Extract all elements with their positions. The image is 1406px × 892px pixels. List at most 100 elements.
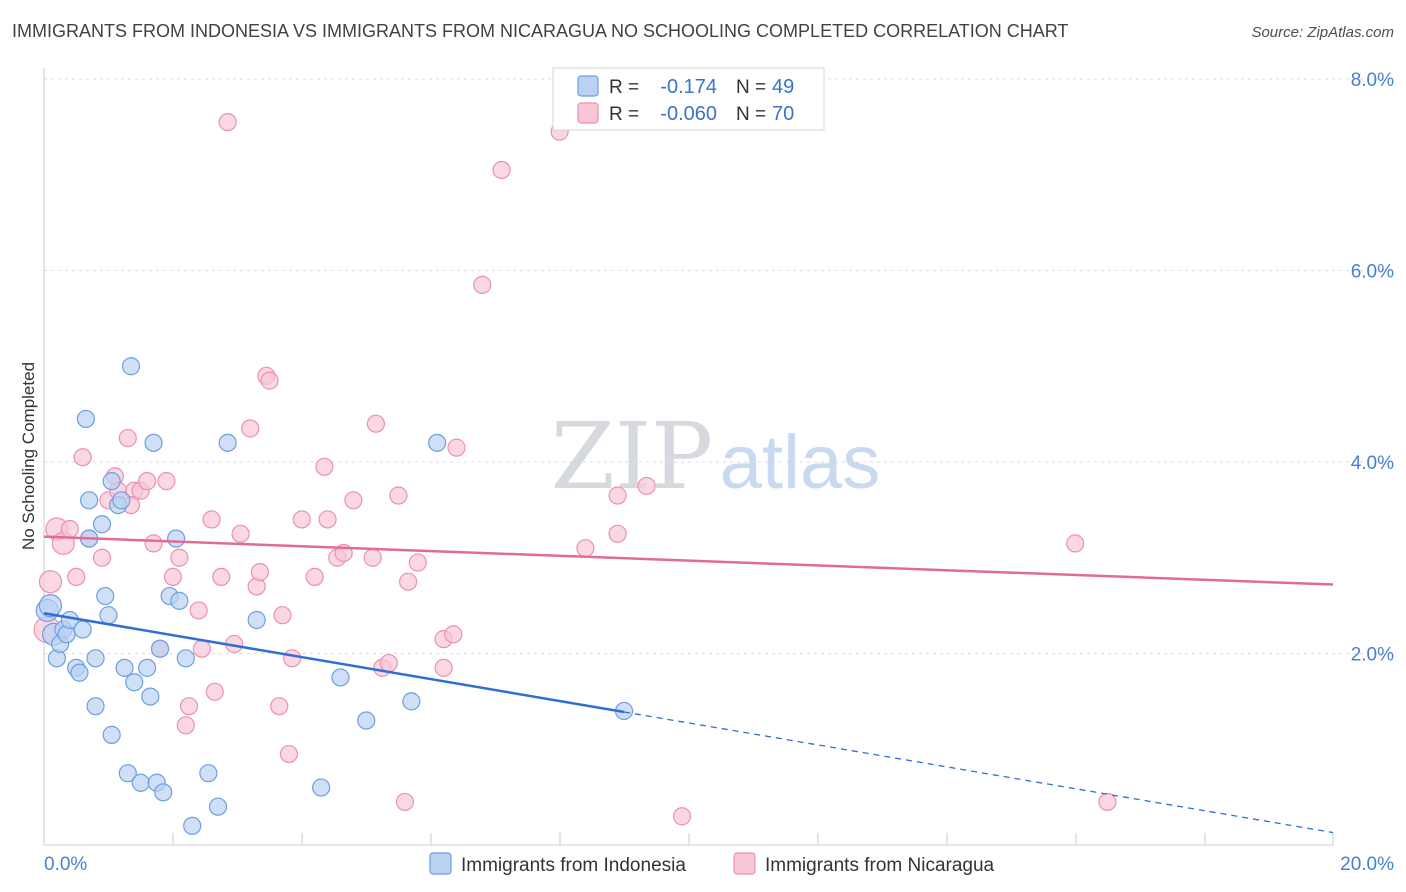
nicaragua-point — [608, 486, 627, 505]
nicaragua-point — [189, 601, 208, 620]
nicaragua-point — [315, 457, 334, 476]
indonesia-point — [125, 673, 144, 692]
indonesia-point — [73, 620, 92, 639]
y-axis-label: No Schooling Completed — [19, 362, 38, 550]
x-tick-label-min: 0.0% — [44, 854, 87, 875]
indonesia-point — [121, 357, 141, 376]
indonesia-point — [167, 529, 186, 548]
indonesia-point — [183, 816, 202, 835]
nicaragua-point — [318, 510, 337, 529]
nicaragua-point — [273, 606, 292, 625]
legend-swatch-indonesia — [577, 75, 599, 97]
indonesia-point — [154, 783, 173, 802]
x-tick-label-max: 20.0% — [1340, 854, 1394, 875]
indonesia-point — [208, 797, 228, 816]
indonesia-point — [312, 778, 331, 797]
indonesia-point — [102, 725, 121, 744]
y-tick-label-4: 4.0% — [1351, 453, 1394, 474]
watermark-zip: ZIP — [551, 403, 713, 510]
legend-r-value-1: -0.174 — [660, 76, 717, 98]
nicaragua-point — [231, 524, 250, 543]
nicaragua-point — [283, 649, 302, 668]
nicaragua-point — [395, 792, 415, 812]
nicaragua-point — [399, 572, 418, 591]
indonesia-trend-line — [43, 612, 625, 714]
indonesia-point — [76, 409, 95, 429]
nicaragua-point — [138, 472, 157, 491]
nicaragua-point — [305, 567, 324, 587]
nicaragua-trend-line — [43, 535, 1334, 586]
chart-title: IMMIGRANTS FROM INDONESIA VS IMMIGRANTS … — [12, 21, 1069, 41]
y-tick-label-8: 8.0% — [1351, 70, 1394, 91]
indonesia-point — [331, 668, 350, 687]
nicaragua-point — [434, 658, 453, 677]
correlation-legend: R = -0.174 N = 49 R = -0.060 N = 70 — [552, 67, 825, 131]
y-tick-labels: 2.0% 4.0% 6.0% 8.0% — [1351, 70, 1394, 666]
nicaragua-point — [144, 534, 163, 553]
nicaragua-point — [60, 519, 79, 539]
x-ticks — [172, 833, 1334, 845]
nicaragua-point — [218, 112, 237, 132]
nicaragua-point — [366, 414, 386, 433]
legend-swatch-nicaragua — [577, 102, 599, 124]
gridlines — [44, 78, 1393, 654]
nicaragua-point — [608, 524, 627, 543]
x-tick-labels: 0.0% 20.0% — [44, 854, 1394, 875]
nicaragua-point — [363, 548, 382, 567]
legend-n-label-2: N = — [736, 104, 766, 125]
indonesia-point — [92, 515, 112, 534]
nicaragua-point — [447, 438, 466, 457]
series-nicaragua-points — [33, 112, 1117, 826]
indonesia-point — [86, 697, 105, 716]
nicaragua-point — [1066, 534, 1085, 553]
indonesia-point — [176, 649, 195, 668]
indonesia-point — [70, 663, 89, 682]
y-tick-label-6: 6.0% — [1351, 262, 1394, 283]
nicaragua-point — [212, 567, 231, 587]
nicaragua-point — [1098, 792, 1117, 812]
indonesia-point — [138, 658, 157, 677]
nicaragua-point — [67, 567, 86, 587]
indonesia-point — [131, 773, 150, 792]
nicaragua-point — [118, 428, 137, 448]
watermark: ZIP atlas — [551, 403, 880, 510]
bottom-legend-swatch-indonesia — [429, 852, 452, 875]
indonesia-point — [218, 433, 237, 452]
nicaragua-point — [637, 476, 656, 496]
nicaragua-point — [176, 716, 195, 735]
nicaragua-point — [92, 548, 112, 567]
legend-r-label-2: R = — [609, 104, 639, 125]
nicaragua-point — [344, 491, 363, 510]
legend-r-value-2: -0.060 — [660, 103, 717, 125]
nicaragua-point — [473, 275, 492, 294]
indonesia-point — [99, 606, 118, 625]
nicaragua-point — [192, 639, 212, 658]
nicaragua-point — [576, 539, 595, 558]
nicaragua-point — [279, 744, 299, 764]
nicaragua-point — [444, 625, 463, 644]
nicaragua-point — [73, 448, 92, 467]
indonesia-point — [402, 692, 421, 711]
indonesia-point — [96, 586, 115, 606]
nicaragua-point — [250, 563, 270, 582]
nicaragua-point — [408, 553, 427, 572]
indonesia-point — [170, 591, 189, 610]
series-legend: Immigrants from Indonesia Immigrants fro… — [429, 852, 995, 876]
legend-r-label-1: R = — [609, 77, 639, 98]
indonesia-point — [102, 472, 121, 491]
bottom-legend-swatch-nicaragua — [733, 852, 756, 875]
indonesia-point — [247, 610, 266, 630]
legend-n-value-1: 49 — [772, 76, 794, 98]
legend-n-value-2: 70 — [772, 103, 794, 125]
nicaragua-point — [157, 472, 176, 491]
indonesia-point — [118, 764, 137, 783]
bottom-legend-nicaragua: Immigrants from Nicaragua — [765, 855, 995, 876]
nicaragua-point — [260, 371, 279, 390]
nicaragua-point — [270, 697, 289, 716]
indonesia-point — [150, 639, 170, 658]
indonesia-point — [80, 491, 99, 510]
source-label: Source: ZipAtlas.com — [1251, 24, 1394, 41]
nicaragua-point — [492, 160, 511, 180]
indonesia-point — [357, 711, 376, 730]
